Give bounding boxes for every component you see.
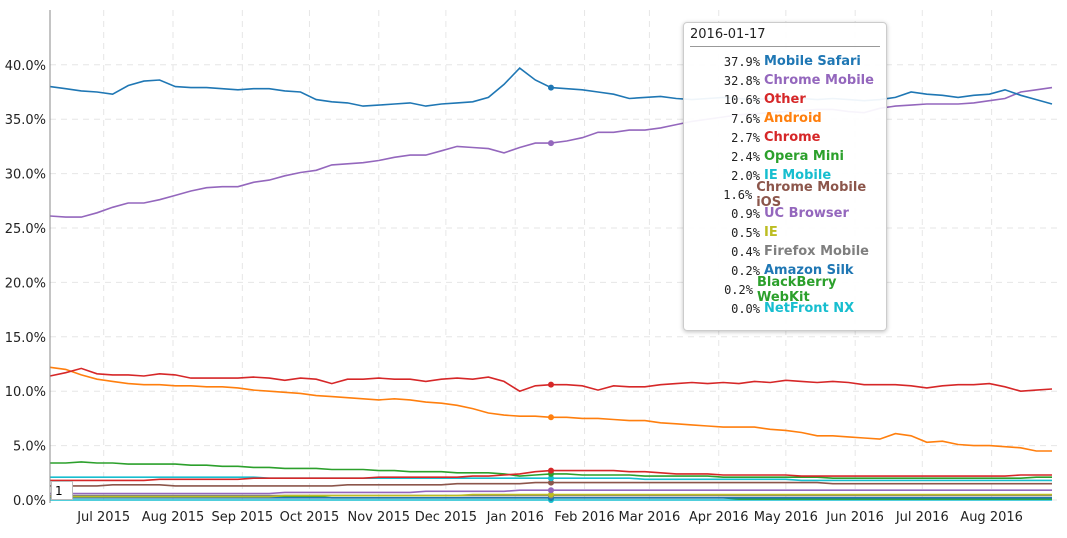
tooltip-series-name: Chrome Mobile iOS: [756, 179, 867, 210]
x-tick-label: Jan 2016: [486, 510, 544, 525]
x-tick-label: Aug 2016: [960, 510, 1023, 525]
y-axis-ticks: 0.0% 5.0% 10.0% 15.0% 20.0% 25.0% 30.0% 35.0% 40…: [5, 59, 46, 509]
tooltip-row: 2.0% IE Mobile: [690, 166, 880, 185]
tooltip-series-name: NetFront NX: [764, 301, 855, 316]
tooltip-row: 0.5% IE: [690, 223, 880, 242]
tooltip-row: 10.6% Other: [690, 90, 880, 109]
y-tick-label: 20.0%: [5, 276, 46, 291]
y-tick-label: 10.0%: [5, 385, 46, 400]
tooltip-row: 0.2% Amazon Silk: [690, 261, 880, 280]
x-tick-label: Oct 2015: [280, 510, 340, 525]
hover-point: [548, 475, 554, 482]
series-line-android: [49, 366, 1052, 452]
x-tick-label: Jul 2016: [895, 510, 949, 525]
y-tick-label: 30.0%: [5, 168, 46, 183]
x-tick-label: Jul 2015: [76, 510, 130, 525]
gridlines: [50, 10, 1057, 503]
y-tick-label: 5.0%: [13, 440, 46, 455]
tooltip-series-name: Amazon Silk: [764, 263, 854, 278]
hover-point: [548, 467, 554, 474]
tooltip-value: 1.6%: [723, 187, 753, 202]
x-tick-label: Feb 2016: [554, 510, 614, 525]
x-tick-label: Apr 2016: [689, 510, 749, 525]
tooltip-value: 37.9%: [723, 54, 760, 69]
x-tick-label: Aug 2015: [142, 510, 205, 525]
y-tick-label: 35.0%: [5, 113, 46, 128]
tooltip-series-name: IE Mobile: [764, 168, 832, 183]
hover-point: [548, 414, 554, 421]
hover-point: [548, 487, 554, 494]
tooltip-value: 0.2%: [731, 263, 760, 278]
x-tick-label: Dec 2015: [415, 510, 477, 525]
tooltip-series-name: Chrome: [764, 130, 821, 145]
tooltip-series-name: Other: [764, 92, 806, 107]
tooltip-value: 7.6%: [731, 111, 760, 126]
tooltip-value: 0.0%: [731, 301, 760, 316]
y-tick-label: 15.0%: [5, 331, 46, 346]
tooltip-value: 2.4%: [731, 149, 760, 164]
hover-markers: [548, 84, 554, 503]
hover-point: [548, 381, 554, 388]
tooltip-value: 2.7%: [731, 130, 760, 145]
series-lines: [49, 67, 1053, 501]
tooltip-row: 0.9% UC Browser: [690, 204, 880, 223]
y-tick-label: 40.0%: [5, 59, 46, 74]
tooltip-row: 0.2% BlackBerry WebKit: [690, 275, 880, 305]
x-tick-label: Sep 2015: [211, 510, 273, 525]
tooltip-row: 1.6% Chrome Mobile iOS: [690, 180, 880, 210]
tooltip-value: 0.2%: [724, 282, 753, 297]
tooltip-series-name: Firefox Mobile: [764, 244, 869, 259]
tooltip-row: 0.4% Firefox Mobile: [690, 242, 880, 261]
x-tick-label: Nov 2015: [347, 510, 410, 525]
tooltip-rows: 37.9% Mobile Safari 32.8% Chrome Mobile 10.6…: [690, 52, 880, 318]
tooltip-value: 0.5%: [731, 225, 760, 240]
x-axis-ticks: Jul 2015 Aug 2015 Sep 2015 Oct 2015 Nov 2015…: [76, 510, 1023, 525]
hover-point: [548, 84, 554, 91]
tooltip-row: 0.0% NetFront NX: [690, 299, 880, 318]
tooltip-row: 32.8% Chrome Mobile: [690, 71, 880, 90]
tooltip-value: 2.0%: [731, 168, 760, 183]
tooltip-value: 10.6%: [723, 92, 760, 107]
tooltip-series-name: Mobile Safari: [764, 54, 861, 69]
rolling-period-input[interactable]: [51, 481, 73, 500]
y-tick-label: 25.0%: [5, 222, 46, 237]
tooltip-date: 2016-01-17: [690, 27, 880, 47]
tooltip-value: 32.8%: [723, 73, 760, 88]
hover-point: [548, 491, 554, 498]
tooltip-series-name: Android: [764, 111, 822, 126]
hover-tooltip: 2016-01-17 37.9% Mobile Safari 32.8% Chrome…: [683, 22, 887, 331]
series-line-other: [49, 367, 1053, 393]
tooltip-series-name: IE: [764, 225, 778, 240]
hover-point: [548, 479, 554, 486]
series-line-chrome-mobile: [49, 86, 1053, 218]
tooltip-value: 0.4%: [731, 244, 760, 259]
y-tick-label: 0.0%: [13, 494, 46, 509]
tooltip-row: 2.4% Opera Mini: [690, 147, 880, 166]
tooltip-row: 2.7% Chrome: [690, 128, 880, 147]
x-tick-label: Mar 2016: [619, 510, 681, 525]
tooltip-series-name: BlackBerry WebKit: [756, 274, 837, 305]
tooltip-series-name: UC Browser: [764, 206, 849, 221]
x-tick-label: May 2016: [754, 510, 818, 525]
tooltip-series-name: Chrome Mobile: [764, 73, 874, 88]
tooltip-row: 37.9% Mobile Safari: [690, 52, 880, 71]
tooltip-series-name: Opera Mini: [764, 149, 844, 164]
tooltip-value: 0.9%: [731, 206, 760, 221]
x-tick-label: Jun 2016: [825, 510, 884, 525]
tooltip-row: 7.6% Android: [690, 109, 880, 128]
hover-point: [548, 140, 554, 147]
